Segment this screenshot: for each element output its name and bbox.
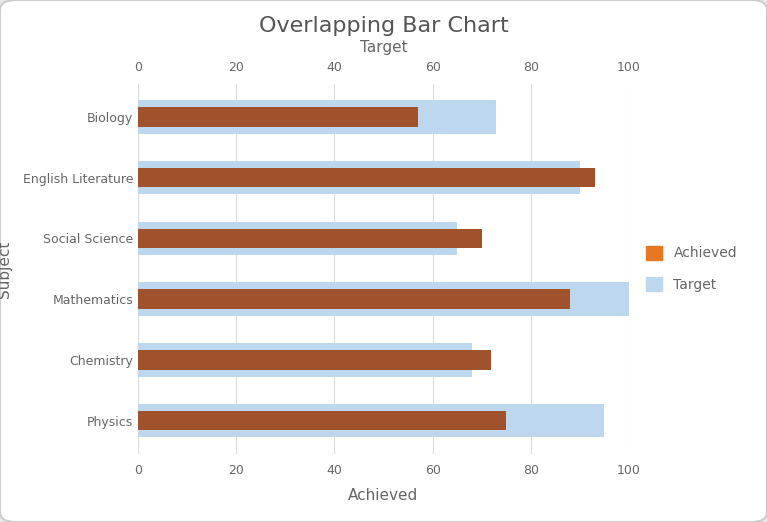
Bar xyxy=(138,229,482,248)
Bar xyxy=(138,350,492,370)
Bar xyxy=(138,411,506,430)
Bar xyxy=(138,222,457,255)
X-axis label: Achieved: Achieved xyxy=(348,488,419,503)
Bar xyxy=(138,100,496,134)
Bar xyxy=(138,108,418,127)
Legend: Achieved, Target: Achieved, Target xyxy=(646,246,737,292)
Bar xyxy=(138,282,629,316)
Y-axis label: Subject: Subject xyxy=(0,240,12,298)
Text: Overlapping Bar Chart: Overlapping Bar Chart xyxy=(258,16,509,35)
Bar xyxy=(138,290,570,309)
Bar xyxy=(138,161,580,195)
Bar xyxy=(138,343,472,376)
Bar xyxy=(138,404,604,437)
Bar xyxy=(138,168,594,187)
X-axis label: Target: Target xyxy=(360,41,407,55)
